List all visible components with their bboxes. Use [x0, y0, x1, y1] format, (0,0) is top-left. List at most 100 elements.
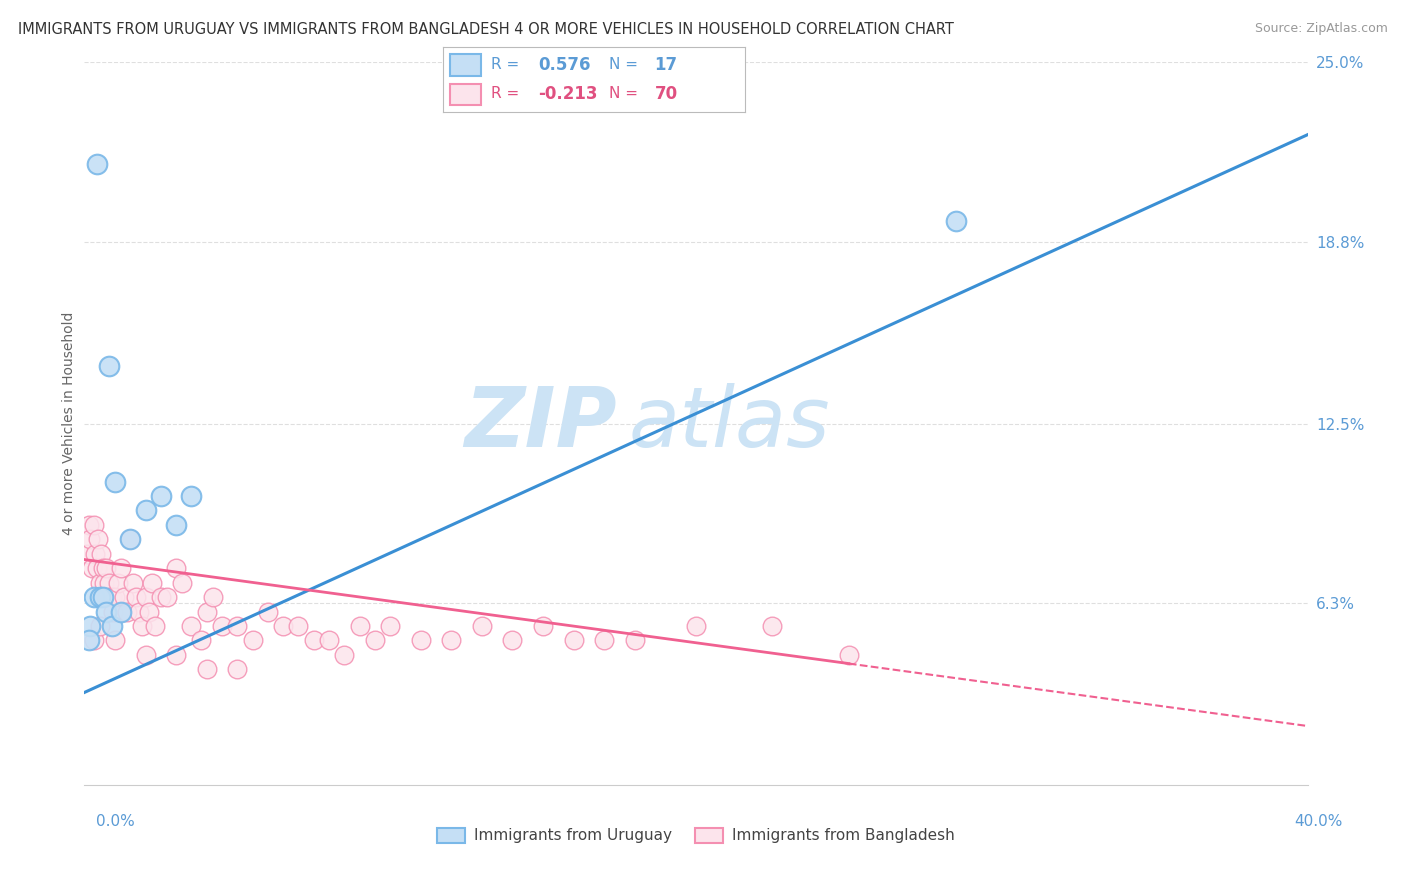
Point: [165, 648, 187, 662]
Text: 70: 70: [655, 85, 678, 103]
Point: [84, 547, 107, 561]
Point: [761, 619, 783, 633]
Point: [128, 605, 150, 619]
Point: [172, 575, 194, 590]
Point: [87, 533, 110, 547]
Point: [89, 575, 111, 590]
Point: [110, 561, 132, 575]
Point: [380, 619, 402, 633]
Point: [562, 633, 585, 648]
Point: [79, 533, 101, 547]
Point: [94, 561, 117, 575]
Point: [624, 633, 647, 648]
Text: -0.213: -0.213: [538, 85, 598, 103]
FancyBboxPatch shape: [450, 84, 481, 105]
Point: [211, 619, 233, 633]
Point: [257, 605, 280, 619]
Point: [122, 575, 145, 590]
Point: [97, 575, 120, 590]
Point: [97, 359, 120, 373]
Point: [180, 619, 202, 633]
Point: [195, 605, 218, 619]
Point: [77, 633, 100, 648]
Point: [89, 619, 111, 633]
Point: [165, 517, 187, 532]
Point: [131, 619, 153, 633]
Text: Source: ZipAtlas.com: Source: ZipAtlas.com: [1254, 22, 1388, 36]
Point: [149, 489, 172, 503]
Text: R =: R =: [491, 87, 519, 102]
Point: [104, 475, 127, 489]
Point: [120, 533, 142, 547]
Point: [83, 633, 105, 648]
Point: [502, 633, 524, 648]
Legend: Immigrants from Uruguay, Immigrants from Bangladesh: Immigrants from Uruguay, Immigrants from…: [432, 822, 960, 849]
Point: [112, 590, 135, 604]
Point: [685, 619, 707, 633]
Point: [107, 575, 129, 590]
Point: [318, 633, 340, 648]
Point: [91, 561, 114, 575]
Point: [138, 605, 160, 619]
Point: [945, 214, 967, 228]
Point: [141, 575, 163, 590]
Point: [83, 590, 105, 604]
Point: [77, 517, 100, 532]
Point: [226, 662, 249, 676]
Text: IMMIGRANTS FROM URUGUAY VS IMMIGRANTS FROM BANGLADESH 4 OR MORE VEHICLES IN HOUS: IMMIGRANTS FROM URUGUAY VS IMMIGRANTS FR…: [18, 22, 955, 37]
Point: [110, 605, 132, 619]
Point: [287, 619, 309, 633]
Point: [90, 547, 112, 561]
Point: [96, 590, 118, 604]
Point: [195, 662, 218, 676]
Point: [143, 619, 166, 633]
Point: [89, 590, 111, 604]
Text: N =: N =: [609, 87, 638, 102]
FancyBboxPatch shape: [450, 54, 481, 76]
Point: [242, 633, 264, 648]
Point: [135, 590, 157, 604]
Text: 0.0%: 0.0%: [96, 814, 135, 829]
Point: [83, 517, 105, 532]
Point: [98, 590, 121, 604]
Point: [79, 619, 101, 633]
Text: N =: N =: [609, 57, 638, 72]
Point: [103, 605, 125, 619]
Point: [364, 633, 387, 648]
Text: 40.0%: 40.0%: [1295, 814, 1343, 829]
Point: [302, 633, 325, 648]
Point: [149, 590, 172, 604]
Text: 0.576: 0.576: [538, 56, 591, 74]
Point: [165, 561, 187, 575]
Point: [409, 633, 432, 648]
Point: [226, 619, 249, 633]
Point: [115, 605, 138, 619]
Point: [93, 575, 115, 590]
Point: [531, 619, 554, 633]
Point: [180, 489, 202, 503]
Point: [593, 633, 616, 648]
Y-axis label: 4 or more Vehicles in Household: 4 or more Vehicles in Household: [62, 312, 76, 535]
Point: [94, 605, 117, 619]
Point: [838, 648, 860, 662]
Point: [201, 590, 224, 604]
Point: [471, 619, 494, 633]
Point: [86, 156, 108, 170]
Point: [135, 648, 157, 662]
Text: atlas: atlas: [628, 384, 831, 464]
Point: [135, 503, 157, 517]
Point: [104, 590, 127, 604]
Text: ZIP: ZIP: [464, 384, 616, 464]
Point: [125, 590, 148, 604]
Point: [76, 547, 98, 561]
Point: [349, 619, 371, 633]
Point: [190, 633, 212, 648]
Point: [271, 619, 294, 633]
Point: [333, 648, 356, 662]
Text: 17: 17: [655, 56, 678, 74]
Point: [101, 619, 124, 633]
Point: [120, 533, 142, 547]
Point: [91, 590, 114, 604]
Point: [86, 561, 108, 575]
Text: R =: R =: [491, 57, 519, 72]
